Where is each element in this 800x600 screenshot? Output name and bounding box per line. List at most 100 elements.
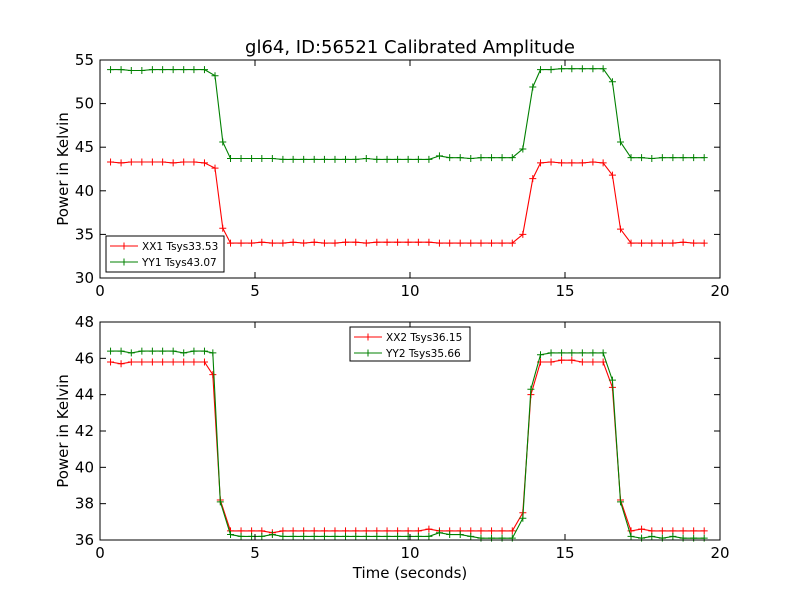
bottom-series-1-point	[107, 358, 115, 366]
top-series-1-point	[648, 239, 656, 247]
top-series-1-point	[578, 159, 586, 167]
top-series-1-point	[627, 239, 635, 247]
top-series-1-point	[498, 239, 506, 247]
bottom-series-2-point	[648, 532, 656, 540]
bottom-series-2-point	[127, 349, 135, 357]
bottom-series-2-point	[180, 349, 188, 357]
top-series-1-point	[279, 239, 287, 247]
top-series-2-point	[608, 78, 616, 86]
top-series-2-point	[578, 65, 586, 73]
top-series-2-point	[268, 155, 276, 163]
bottom-series-2-point	[508, 534, 516, 542]
bottom-series-2-point	[237, 532, 245, 540]
bottom-series-1-point	[190, 358, 198, 366]
bottom-series-1-point	[679, 527, 687, 535]
top-series-1-point	[383, 238, 391, 246]
bottom-series-2-point	[435, 529, 443, 537]
bottom-legend-box	[349, 326, 471, 362]
bottom-series-2-point	[289, 532, 297, 540]
top-series-2-point	[127, 66, 135, 74]
top-ylabel: Power in Kelvin	[54, 112, 72, 226]
bottom-series-2-point	[200, 347, 208, 355]
top-series-2-point	[498, 154, 506, 162]
top-series-2-point	[658, 154, 666, 162]
bottom-series-2-point	[394, 532, 402, 540]
top-ytick-label: 50	[75, 95, 94, 113]
bottom-series-2-point	[300, 532, 308, 540]
bottom-series-2-point	[159, 347, 167, 355]
top-xtick-label: 0	[95, 282, 105, 300]
bottom-series-2-point	[190, 347, 198, 355]
top-series-2-point	[669, 154, 677, 162]
top-series-2-point	[394, 155, 402, 163]
top-series-1-point	[558, 159, 566, 167]
top-series-1-point	[190, 158, 198, 166]
bottom-series-2-point	[527, 385, 535, 393]
top-series-1-point	[404, 238, 412, 246]
bottom-series-2-point	[107, 347, 115, 355]
top-series-2-point	[568, 65, 576, 73]
bottom-legend-entry: XX2 Tsys36.15	[386, 332, 462, 344]
top-series-2-point	[331, 155, 339, 163]
top-series-2-point	[404, 155, 412, 163]
top-series-1-point	[638, 239, 646, 247]
top-series-2-point	[159, 66, 167, 74]
bottom-series-1-point	[209, 371, 217, 379]
bottom-series-2-point	[519, 514, 527, 522]
top-series-2-point	[300, 155, 308, 163]
bottom-series-2-point	[658, 534, 666, 542]
bottom-ytick-label: 38	[75, 495, 94, 513]
top-series-2-point	[352, 155, 360, 163]
top-series-1-point	[289, 238, 297, 246]
bottom-series-1-point	[578, 358, 586, 366]
bottom-series-line-1	[110, 359, 705, 534]
top-series-1-point	[169, 159, 177, 167]
top-series-2-point	[435, 152, 443, 160]
top-series-1-point	[425, 238, 433, 246]
bottom-series-2-point	[373, 532, 381, 540]
top-series-2-point	[700, 154, 708, 162]
top-series-1-point	[519, 230, 527, 238]
bottom-series-2-point	[477, 534, 485, 542]
top-series-2-point	[467, 155, 475, 163]
bottom-series-1-point	[558, 356, 566, 364]
top-series-1-point	[477, 239, 485, 247]
bottom-series-2-point	[342, 532, 350, 540]
bottom-series-2-point	[638, 534, 646, 542]
bottom-series-1-point	[589, 358, 597, 366]
top-series-1-point	[320, 239, 328, 247]
bottom-series-2-point	[425, 532, 433, 540]
bottom-legend: XX2 Tsys36.15 YY2 Tsys35.66	[349, 326, 471, 362]
bottom-series-1-point	[599, 358, 607, 366]
top-series-1-point	[679, 238, 687, 246]
bottom-series-2-point	[589, 349, 597, 357]
top-series-2-point	[227, 155, 235, 163]
top-series-1-point	[373, 238, 381, 246]
top-series-2-point	[342, 155, 350, 163]
top-series-1-point	[414, 238, 422, 246]
top-series-1-point	[107, 158, 115, 166]
top-series-2-point	[627, 154, 635, 162]
bottom-series-line-2	[110, 350, 705, 539]
bottom-series-2-point	[169, 347, 177, 355]
top-series-2-point	[117, 66, 125, 74]
bottom-series-1-point	[488, 527, 496, 535]
top-series-1-point	[690, 239, 698, 247]
top-series-1-point	[508, 239, 516, 247]
top-series-1-point	[219, 224, 227, 232]
top-series-2-point	[508, 154, 516, 162]
bottom-series-2-point	[537, 351, 545, 359]
bottom-series-2-point	[383, 532, 391, 540]
bottom-series-1-point	[138, 358, 146, 366]
top-series-1-point	[237, 239, 245, 247]
top-series-1-point	[537, 159, 545, 167]
bottom-ytick-label: 36	[75, 531, 94, 549]
top-legend-entry: XX1 Tsys33.53	[142, 241, 218, 253]
top-series-2-point	[638, 154, 646, 162]
top-series-1-point	[127, 158, 135, 166]
bottom-xtick-label: 15	[555, 544, 574, 562]
top-series-2-point	[690, 154, 698, 162]
top-series-2-point	[190, 66, 198, 74]
top-ytick-label: 55	[75, 51, 94, 69]
